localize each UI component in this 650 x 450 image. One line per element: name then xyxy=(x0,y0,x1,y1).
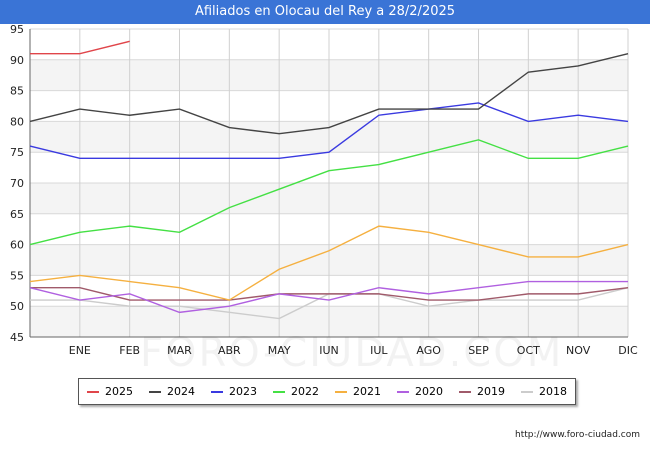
legend-item-2019: 2019 xyxy=(459,385,505,398)
legend-label: 2025 xyxy=(105,385,133,398)
watermark: FORO-CIUDAD.COM xyxy=(140,330,564,376)
x-tick-label: JUN xyxy=(318,344,339,354)
y-tick-label: 55 xyxy=(10,269,24,282)
legend-label: 2019 xyxy=(477,385,505,398)
series-line-2021 xyxy=(29,225,629,301)
legend-item-2018: 2018 xyxy=(521,385,567,398)
x-tick-label: ENE xyxy=(69,344,91,354)
legend-item-2020: 2020 xyxy=(397,385,443,398)
series-line-2022 xyxy=(29,139,629,246)
legend-swatch xyxy=(459,390,471,393)
x-tick-label: SEP xyxy=(468,344,489,354)
legend-label: 2021 xyxy=(353,385,381,398)
series-line-2019 xyxy=(30,287,629,301)
legend-swatch xyxy=(273,390,285,393)
x-tick-label: MAY xyxy=(268,344,291,354)
legend-swatch xyxy=(335,390,347,393)
legend-item-2025: 2025 xyxy=(87,385,133,398)
legend-swatch xyxy=(87,390,99,393)
x-tick-label: OCT xyxy=(517,344,540,354)
legend: 2025 2024 2023 2022 2021 2020 2019 2018 xyxy=(78,378,576,405)
series-line-2025 xyxy=(30,40,130,55)
line-chart: 45 50 55 60 65 70 75 80 85 90 95 ENE FEB MAR ABR MAY JU… xyxy=(10,24,638,354)
series-line-2020 xyxy=(29,280,628,314)
x-tick-label: FEB xyxy=(119,344,140,354)
legend-swatch xyxy=(149,390,161,393)
series-lines xyxy=(29,40,629,320)
x-tick-label: MAR xyxy=(167,344,192,354)
legend-item-2023: 2023 xyxy=(211,385,257,398)
y-tick-label: 90 xyxy=(10,54,24,67)
x-tick-label: NOV xyxy=(566,344,591,354)
y-tick-label: 70 xyxy=(10,177,24,190)
x-tick-label: DIC xyxy=(618,344,638,354)
legend-item-2022: 2022 xyxy=(273,385,319,398)
y-tick-label: 65 xyxy=(10,208,24,221)
legend-label: 2018 xyxy=(539,385,567,398)
legend-swatch xyxy=(211,390,223,393)
legend-label: 2020 xyxy=(415,385,443,398)
y-tick-label: 60 xyxy=(10,239,24,252)
y-tick-label: 80 xyxy=(10,115,24,128)
legend-item-2024: 2024 xyxy=(149,385,195,398)
y-tick-label: 85 xyxy=(10,85,24,98)
x-tick-label: JUL xyxy=(369,344,388,354)
legend-swatch xyxy=(521,390,533,393)
axes xyxy=(29,29,628,338)
y-tick-label: 50 xyxy=(10,300,24,313)
y-tick-label: 45 xyxy=(10,331,24,344)
legend-label: 2024 xyxy=(167,385,195,398)
y-tick-labels: 45 50 55 60 65 70 75 80 85 90 95 xyxy=(10,24,24,344)
y-tick-label: 75 xyxy=(10,146,24,159)
x-tick-labels: ENE FEB MAR ABR MAY JUN JUL AGO SEP OCT NOV DIC xyxy=(69,344,638,354)
chart-title: Afiliados en Olocau del Rey a 28/2/2025 xyxy=(0,0,650,24)
legend-label: 2022 xyxy=(291,385,319,398)
series-line-2023 xyxy=(29,102,629,160)
y-tick-label: 95 xyxy=(10,24,24,36)
legend-swatch xyxy=(397,390,409,393)
legend-label: 2023 xyxy=(229,385,257,398)
x-tick-label: AGO xyxy=(416,344,441,354)
x-tick-label: ABR xyxy=(218,344,241,354)
series-line-2024 xyxy=(29,52,629,135)
source-label: http://www.foro-ciudad.com xyxy=(515,430,640,440)
legend-item-2021: 2021 xyxy=(335,385,381,398)
